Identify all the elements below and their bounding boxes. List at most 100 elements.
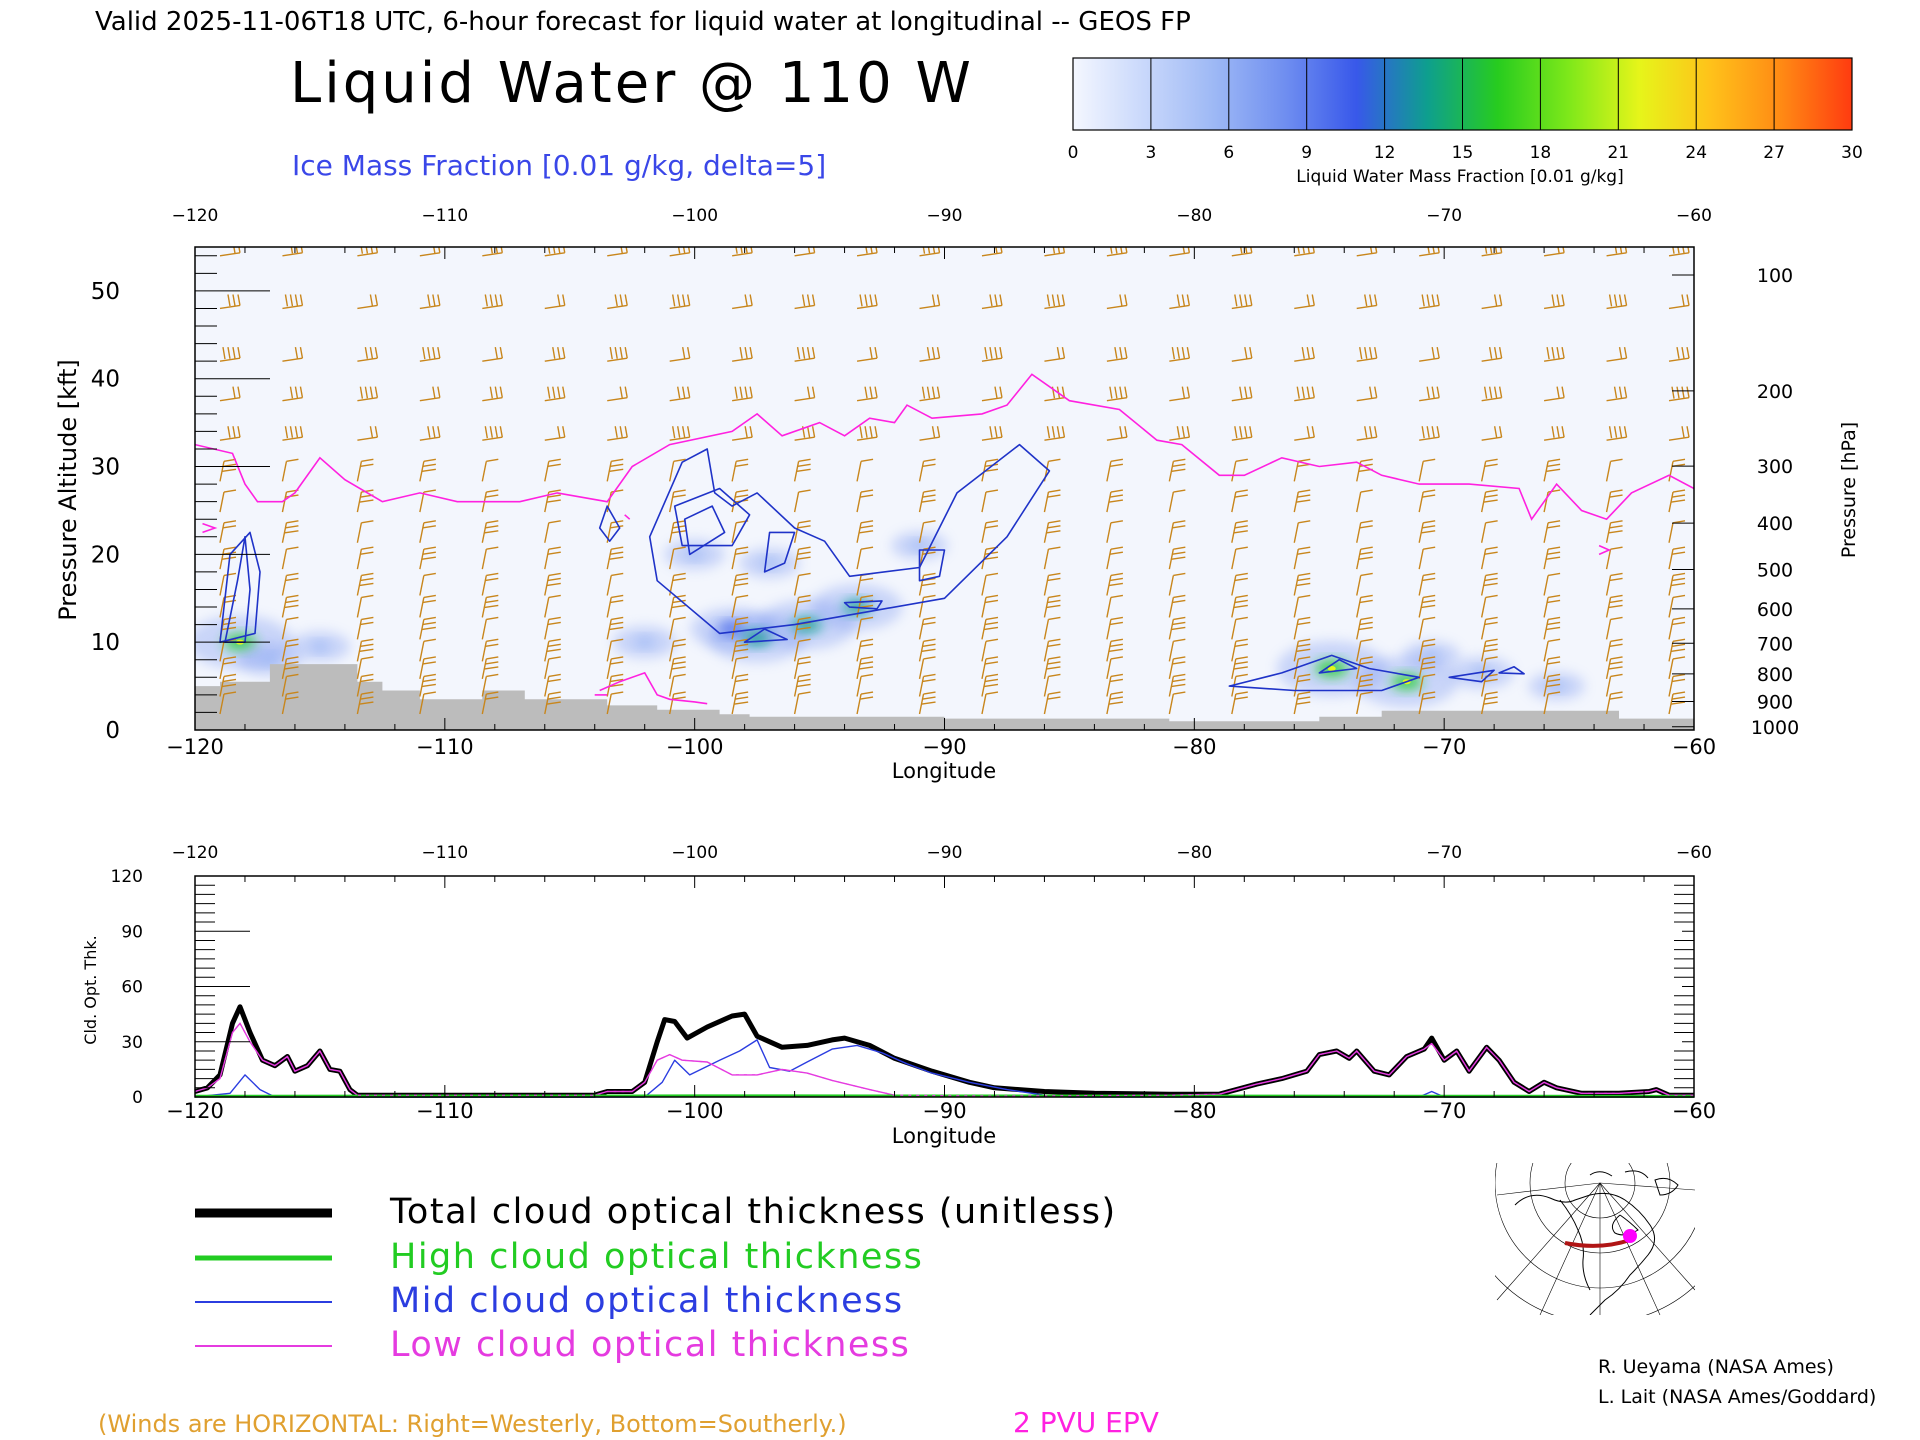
y-tick-label: 120 [111, 867, 143, 887]
bottom-y-axis-label: Cld. Opt. Thk. [81, 935, 100, 1044]
wind-barb [1168, 673, 1186, 697]
ice-contour [1318, 658, 1358, 674]
wind-barb [793, 546, 811, 570]
wind-barb [731, 458, 749, 482]
epv-2pvu-line [195, 373, 1694, 521]
wind-barb [356, 458, 374, 482]
wind-barb [356, 673, 374, 697]
wind-barb [1356, 294, 1378, 310]
wind-barb [607, 426, 628, 441]
wind-barb [357, 347, 379, 362]
y-right-tick-label: 500 [1757, 559, 1793, 581]
y-right-tick-label: 800 [1757, 664, 1793, 686]
wind-barb [1356, 673, 1373, 697]
wind-barb [1043, 520, 1061, 543]
wind-barb [918, 673, 936, 697]
wind-barb [1418, 656, 1436, 680]
wind-barb [1668, 616, 1686, 640]
wind-barb [1169, 386, 1191, 402]
wind-barb [1418, 594, 1436, 618]
wind-barb [481, 638, 499, 662]
wind-barb [793, 520, 811, 543]
wind-barb [1293, 691, 1311, 715]
wind-barb [731, 656, 749, 680]
wind-barb [1418, 638, 1436, 662]
wind-barb [357, 386, 379, 402]
wind-barb [419, 656, 436, 680]
ice-contour [683, 505, 726, 556]
wind-barb [419, 673, 436, 697]
x-tick-label: −100 [666, 1099, 724, 1123]
wind-barb [1106, 616, 1124, 640]
wind-barb [793, 489, 811, 513]
wind-barb [544, 638, 561, 662]
cross-section-axes: −120 −120 −110 −110 −100 −100 −90 −90 −80 −80 −70 −… [91, 206, 1799, 759]
y-tick-label: 20 [91, 542, 120, 568]
x-tick-label: −110 [416, 1099, 474, 1123]
y-right-tick-label: 200 [1757, 381, 1793, 403]
wind-barb [731, 691, 749, 715]
x-tick-label: −60 [1672, 1099, 1716, 1123]
y-right-tick-label: 100 [1757, 265, 1793, 287]
wind-barb [1418, 489, 1436, 513]
optical-thickness-lines [194, 1004, 1695, 1098]
wind-barb [1419, 294, 1440, 310]
colorbar-tick-label: 15 [1452, 143, 1474, 163]
wind-barb [481, 594, 499, 618]
ice-contour [843, 600, 883, 610]
wind-barb [1168, 489, 1186, 513]
ice-contour [598, 505, 621, 543]
wind-barb [419, 520, 436, 543]
wind-barb [481, 656, 499, 680]
wind-barb [856, 691, 874, 715]
x-tick-label-top: −90 [927, 843, 963, 863]
colorbar-tick-label: 3 [1145, 143, 1156, 163]
y-tick-label: 60 [121, 978, 143, 998]
wind-barb [1418, 572, 1436, 596]
wind-barb [668, 656, 686, 680]
wind-barb [918, 638, 936, 662]
wind-barb [1543, 572, 1561, 596]
wind-barb [1606, 347, 1628, 362]
y-tick-label: 50 [91, 279, 120, 305]
wind-barb [1481, 347, 1503, 362]
cross-section-background [195, 247, 1694, 730]
wind-barb [1044, 294, 1066, 310]
x-tick-label-top: −100 [671, 206, 718, 226]
wind-barb [1169, 294, 1191, 310]
wind-barb [1356, 616, 1373, 640]
wind-barb [981, 638, 999, 662]
wind-barbs [219, 247, 1690, 715]
y-tick-label: 0 [132, 1088, 143, 1108]
wind-barb [1293, 594, 1311, 618]
x-tick-label: −90 [922, 735, 966, 759]
wind-barb [419, 489, 436, 513]
wind-barb [1480, 594, 1498, 618]
wind-barb [1356, 572, 1373, 596]
wind-barb [1169, 347, 1191, 362]
colorbar-tick-label: 0 [1068, 143, 1079, 163]
wind-barb [1606, 426, 1628, 441]
legend-label-mid: Mid cloud optical thickness [390, 1281, 904, 1321]
wind-barb [793, 572, 811, 596]
x-tick-label-top: −80 [1176, 843, 1212, 863]
wind-barb [1605, 638, 1623, 662]
wind-barb [1294, 347, 1315, 362]
wind-barb [1356, 426, 1378, 441]
credit-line-2: L. Lait (NASA Ames/Goddard) [1598, 1386, 1876, 1408]
wind-barb [1168, 691, 1186, 715]
wind-barb [1605, 691, 1623, 715]
wind-barb [281, 458, 299, 482]
wind-barb [1356, 386, 1378, 402]
liquid-water-core [1547, 681, 1567, 691]
wind-barb [856, 638, 874, 662]
y-right-tick-label: 1000 [1751, 717, 1799, 739]
wind-barb [669, 294, 691, 310]
wind-barb [918, 691, 936, 715]
wind-barb [1231, 386, 1253, 402]
wind-barb [1481, 294, 1503, 310]
wind-barb [793, 594, 811, 618]
wind-barb [1668, 673, 1686, 697]
ice-contour [219, 531, 261, 644]
wind-barb [1168, 656, 1186, 680]
